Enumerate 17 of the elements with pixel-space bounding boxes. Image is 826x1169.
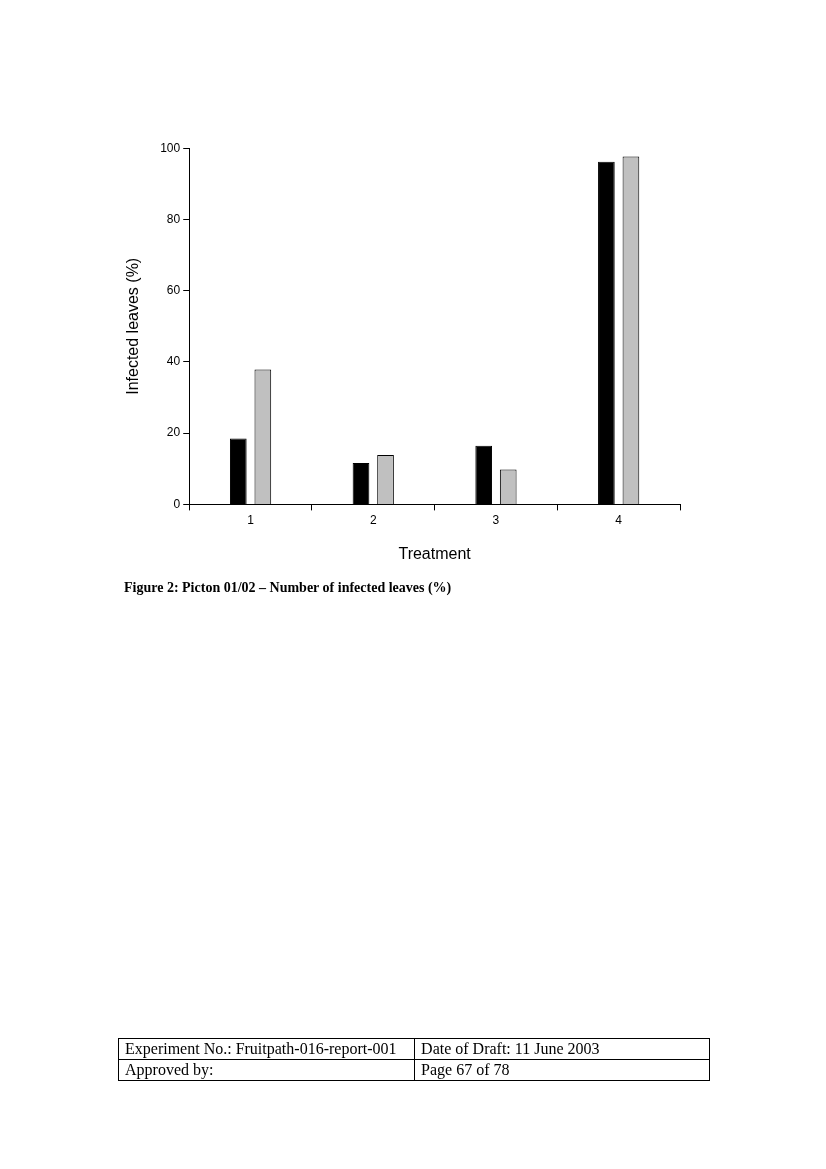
x-tick-label: 2	[369, 512, 377, 527]
x-tick-label: 3	[492, 512, 500, 527]
text: Date of Draft: 11 June 2003	[414, 1038, 710, 1060]
text: Approved by:	[118, 1059, 415, 1081]
x-axis-title: Treatment	[398, 544, 472, 562]
x-tick-label: 4	[615, 512, 623, 527]
x-tick-label: 1	[247, 512, 255, 527]
y-tick-label: 100	[160, 140, 181, 155]
y-tick-label: 0	[173, 496, 181, 511]
text: Page 67 of 78	[414, 1059, 710, 1081]
text: Figure 2: Picton 01/02 – Number of infected leaves (%)	[124, 580, 452, 596]
text: Experiment No.: Fruitpath-016-report-001	[118, 1038, 415, 1060]
y-tick-label: 20	[166, 425, 181, 440]
y-tick-label: 60	[166, 282, 181, 297]
y-tick-label: 40	[166, 354, 181, 369]
y-tick-label: 80	[166, 211, 181, 226]
y-axis-title: Infected leaves (%)	[124, 257, 142, 395]
